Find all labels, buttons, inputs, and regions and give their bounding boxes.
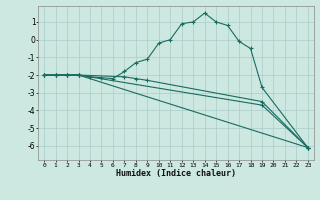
X-axis label: Humidex (Indice chaleur): Humidex (Indice chaleur) xyxy=(116,169,236,178)
